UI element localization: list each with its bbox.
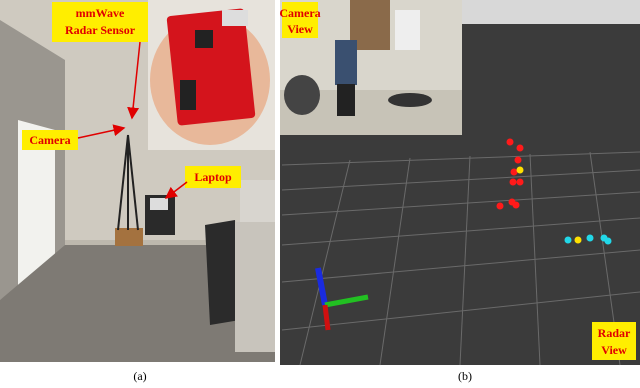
caption: (b) xyxy=(458,369,472,383)
arrow xyxy=(164,181,188,199)
label: Laptop xyxy=(194,170,232,184)
label-box xyxy=(52,2,148,42)
label: Camera xyxy=(29,133,70,147)
label-box xyxy=(592,322,636,360)
label-box xyxy=(282,2,318,38)
label-box xyxy=(22,130,78,150)
radar-board-photo xyxy=(148,0,275,150)
label-box xyxy=(185,166,241,188)
label: View xyxy=(601,343,627,357)
label: Radar Sensor xyxy=(65,23,136,37)
label: View xyxy=(287,22,313,36)
label: Camera xyxy=(279,6,320,20)
label: mmWave xyxy=(76,6,125,20)
label: Radar xyxy=(598,326,631,340)
arrow xyxy=(127,41,141,120)
arrow xyxy=(77,124,126,139)
caption: (a) xyxy=(133,369,146,383)
